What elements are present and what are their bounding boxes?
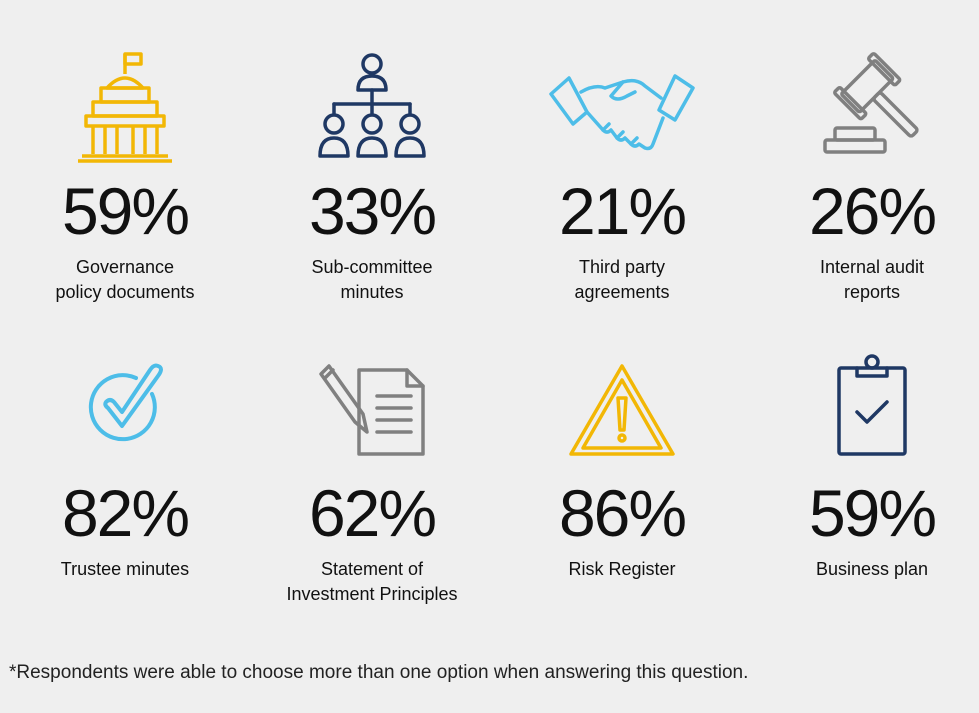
stat-label: Governance policy documents bbox=[55, 257, 195, 302]
government-building-icon bbox=[60, 48, 190, 168]
stat-value: 59% bbox=[808, 476, 937, 550]
warning-triangle-icon bbox=[557, 350, 687, 470]
checkmark-circle-icon bbox=[60, 350, 190, 470]
document-pen-icon bbox=[307, 350, 437, 470]
stat-value: 26% bbox=[808, 174, 937, 248]
gavel-icon bbox=[807, 48, 937, 168]
stat-label: Business plan bbox=[815, 559, 929, 579]
stat-label: Risk Register bbox=[568, 559, 676, 579]
clipboard-check-icon bbox=[807, 350, 937, 470]
org-chart-icon bbox=[307, 48, 437, 168]
stat-label: Trustee minutes bbox=[60, 559, 190, 579]
stat-label: Statement of Investment Principles bbox=[286, 559, 458, 604]
stat-label: Sub-committee minutes bbox=[311, 257, 433, 302]
stat-value: 62% bbox=[308, 476, 437, 550]
stat-label: Internal audit reports bbox=[819, 257, 925, 302]
stat-value: 59% bbox=[61, 174, 190, 248]
stat-value: 86% bbox=[558, 476, 687, 550]
handshake-icon bbox=[549, 48, 695, 168]
infographic-grid: 59% Governance policy documents bbox=[55, 48, 937, 604]
stat-value: 21% bbox=[558, 174, 687, 248]
stat-value: 33% bbox=[308, 174, 437, 248]
footnote: *Respondents were able to choose more th… bbox=[9, 662, 749, 683]
stat-label: Third party agreements bbox=[574, 257, 670, 302]
stat-value: 82% bbox=[61, 476, 190, 550]
